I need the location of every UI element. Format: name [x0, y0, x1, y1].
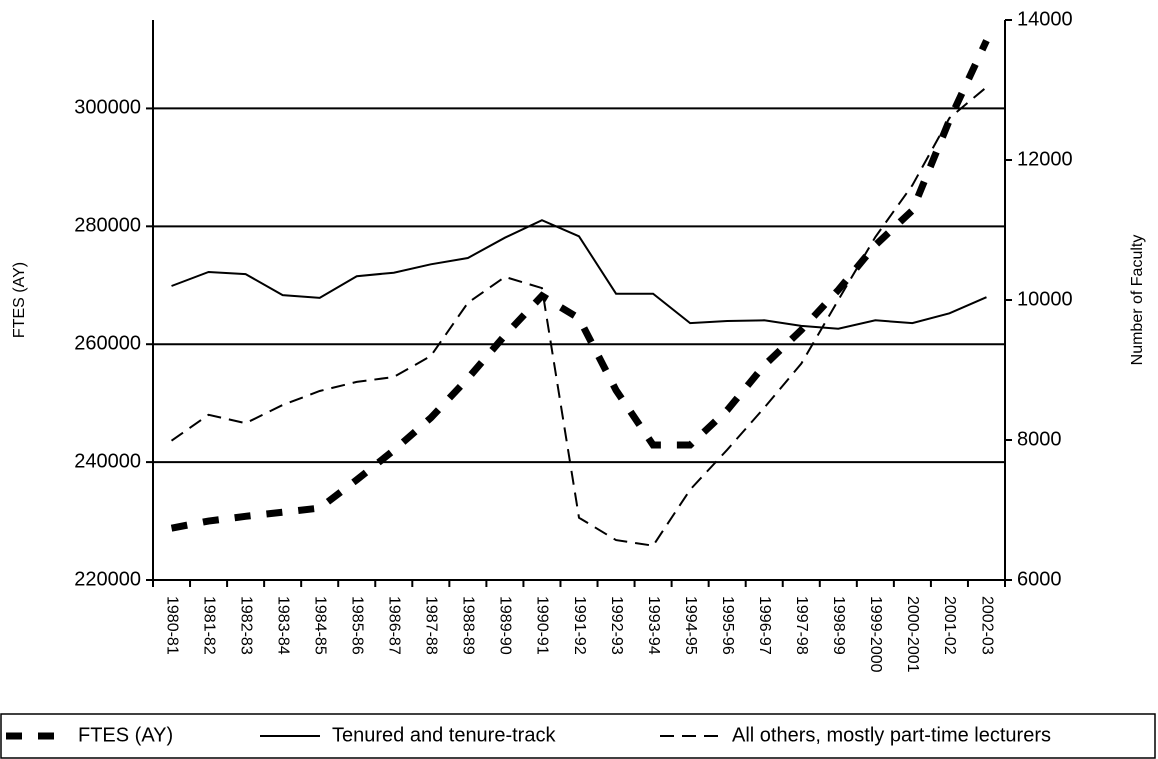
- x-tick-label: 2001-02: [941, 596, 958, 655]
- x-tick-label: 1992-93: [608, 596, 625, 655]
- x-tick-label: 1991-92: [571, 596, 588, 655]
- x-tick-label: 1998-99: [830, 596, 847, 655]
- x-tick-label: 1986-87: [386, 596, 403, 655]
- x-tick-label: 1997-98: [793, 596, 810, 655]
- y2-tick-label: 8000: [1017, 428, 1062, 450]
- legend-box: [0, 713, 1156, 759]
- x-tick-label: 1988-89: [460, 596, 477, 655]
- x-tick-label: 1993-94: [645, 596, 662, 655]
- y2-axis-label: Number of Faculty: [1129, 235, 1146, 366]
- x-tick-label: 1995-96: [719, 596, 736, 655]
- y2-tick-label: 6000: [1017, 568, 1062, 590]
- y-tick-label: 260000: [74, 332, 141, 354]
- x-tick-label: 1983-84: [274, 596, 291, 655]
- y2-tick-label: 10000: [1017, 288, 1073, 310]
- y-tick-label: 240000: [74, 450, 141, 472]
- x-tick-label: 1994-95: [682, 596, 699, 655]
- x-tick-label: 1980-81: [163, 596, 180, 655]
- x-tick-label: 1999-2000: [867, 596, 884, 673]
- y2-tick-label: 14000: [1017, 8, 1073, 30]
- y-tick-label: 300000: [74, 97, 141, 119]
- x-tick-label: 1989-90: [497, 596, 514, 655]
- x-tick-label: 1982-83: [237, 596, 254, 655]
- x-tick-label: 1987-88: [423, 596, 440, 655]
- series-line: [170, 39, 990, 532]
- x-tick-label: 1985-86: [349, 596, 366, 655]
- x-tick-label: 2002-03: [978, 596, 995, 655]
- x-tick-label: 1981-82: [200, 596, 217, 655]
- x-tick-label: 1990-91: [534, 596, 551, 655]
- series-line: [171, 219, 987, 330]
- y-axis-label: FTES (AY): [11, 262, 28, 338]
- y2-tick-label: 12000: [1017, 148, 1073, 170]
- x-tick-label: 1996-97: [756, 596, 773, 655]
- x-tick-label: 2000-2001: [904, 596, 921, 673]
- x-tick-label: 1984-85: [311, 596, 328, 655]
- y-tick-label: 280000: [74, 215, 141, 237]
- legend-label: FTES (AY): [78, 724, 173, 746]
- legend-label: Tenured and tenure-track: [332, 724, 556, 746]
- series-line: [170, 86, 988, 547]
- legend-label: All others, mostly part-time lecturers: [732, 724, 1051, 746]
- y-tick-label: 220000: [74, 568, 141, 590]
